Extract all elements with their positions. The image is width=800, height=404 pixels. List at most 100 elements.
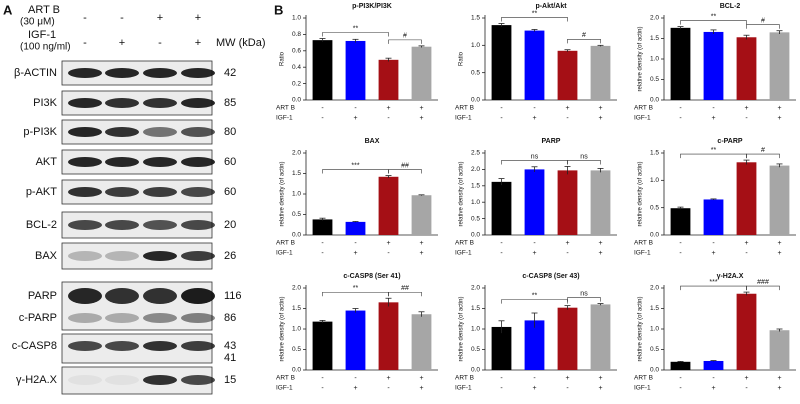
y-tick-label: 1.0 xyxy=(471,199,480,206)
band xyxy=(143,375,177,385)
significance-label: *** xyxy=(351,162,359,169)
condition-name: ART B xyxy=(276,105,295,112)
condition-level: - xyxy=(321,105,324,112)
y-tick-label: 1.5 xyxy=(471,305,480,312)
y-tick-label: 0.0 xyxy=(471,97,480,104)
y-tick-label: 0.0 xyxy=(650,232,659,239)
condition-level: - xyxy=(679,105,682,112)
band xyxy=(68,313,102,323)
treatment-level: + xyxy=(195,12,201,24)
band xyxy=(143,251,177,261)
band xyxy=(68,341,102,351)
condition-level: - xyxy=(500,240,503,247)
chart-title: p-Akt/Akt xyxy=(535,3,567,10)
condition-level: - xyxy=(533,105,536,112)
y-tick-label: 0.2 xyxy=(292,80,301,87)
band xyxy=(68,251,102,261)
y-tick-label: 1.5 xyxy=(650,305,659,312)
bar xyxy=(670,361,691,370)
condition-level: + xyxy=(565,375,569,382)
band xyxy=(105,187,139,197)
band xyxy=(143,187,177,197)
significance-bracket xyxy=(680,285,747,291)
bar xyxy=(312,219,333,235)
y-axis-label: relative density (of actin) xyxy=(638,161,644,226)
band xyxy=(143,157,177,167)
band xyxy=(105,288,139,304)
band xyxy=(181,341,215,351)
condition-level: + xyxy=(744,105,748,112)
row-label: PARP xyxy=(28,290,57,302)
y-tick-label: 0.6 xyxy=(292,48,301,55)
row-label: p-PI3K xyxy=(23,126,57,138)
condition-level: - xyxy=(321,240,324,247)
y-tick-label: 2.0 xyxy=(292,150,301,157)
bar xyxy=(491,326,512,370)
y-tick-label: 1.0 xyxy=(650,56,659,63)
band xyxy=(105,157,139,167)
y-tick-label: 1.5 xyxy=(292,170,301,177)
condition-name: IGF-1 xyxy=(634,250,651,257)
bar xyxy=(736,293,757,370)
y-tick-label: 1.0 xyxy=(292,191,301,198)
mw-label: 85 xyxy=(224,97,236,109)
significance-label: ## xyxy=(401,162,409,169)
y-tick-label: 0.0 xyxy=(650,97,659,104)
band xyxy=(68,157,102,167)
condition-level: - xyxy=(500,250,503,257)
condition-level: + xyxy=(419,240,423,247)
band xyxy=(181,313,215,323)
significance-label: ### xyxy=(757,279,769,286)
row-label: AKT xyxy=(36,156,58,168)
condition-level: - xyxy=(387,115,390,122)
bar xyxy=(557,170,578,235)
condition-name: ART B xyxy=(455,375,474,382)
condition-level: - xyxy=(679,250,682,257)
y-tick-label: 1.5 xyxy=(471,15,480,22)
band xyxy=(143,127,177,137)
condition-name: IGF-1 xyxy=(455,115,472,122)
row-label: BAX xyxy=(35,250,58,262)
condition-level: - xyxy=(500,105,503,112)
band xyxy=(181,220,215,230)
condition-level: - xyxy=(566,250,569,257)
condition-level: + xyxy=(711,115,715,122)
condition-level: + xyxy=(598,250,602,257)
band xyxy=(68,187,102,197)
condition-level: + xyxy=(777,250,781,257)
condition-level: - xyxy=(679,385,682,392)
significance-bracket xyxy=(322,169,389,174)
y-tick-label: 2.0 xyxy=(471,285,480,292)
y-axis-label: relative density (of actin) xyxy=(280,296,286,361)
condition-level: + xyxy=(419,105,423,112)
y-axis-label: relative density (of actin) xyxy=(638,26,644,91)
condition-level: - xyxy=(354,105,357,112)
y-tick-label: 2.0 xyxy=(650,15,659,22)
bar xyxy=(670,27,691,101)
band xyxy=(181,187,215,197)
condition-level: - xyxy=(712,375,715,382)
y-axis-label: Ratio xyxy=(280,51,286,66)
bar xyxy=(524,169,545,235)
band xyxy=(143,68,177,78)
mw-label: 26 xyxy=(224,250,236,262)
condition-level: - xyxy=(566,115,569,122)
condition-level: + xyxy=(419,385,423,392)
condition-level: + xyxy=(353,385,357,392)
bar xyxy=(703,360,724,370)
chart-title: p-PI3K/PI3K xyxy=(352,3,392,10)
panel-label: A xyxy=(3,2,13,17)
y-tick-label: 0.5 xyxy=(292,346,301,353)
row-label: β-ACTIN xyxy=(14,67,57,79)
band xyxy=(181,98,215,108)
chart-title: c-PARP xyxy=(717,138,742,145)
treatment-level: + xyxy=(157,12,163,24)
band xyxy=(68,98,102,108)
significance-label: ** xyxy=(532,292,538,299)
condition-level: + xyxy=(711,250,715,257)
condition-level: - xyxy=(566,385,569,392)
significance-bracket xyxy=(567,297,601,302)
bar xyxy=(378,176,399,235)
chart-title: PARP xyxy=(542,138,561,145)
